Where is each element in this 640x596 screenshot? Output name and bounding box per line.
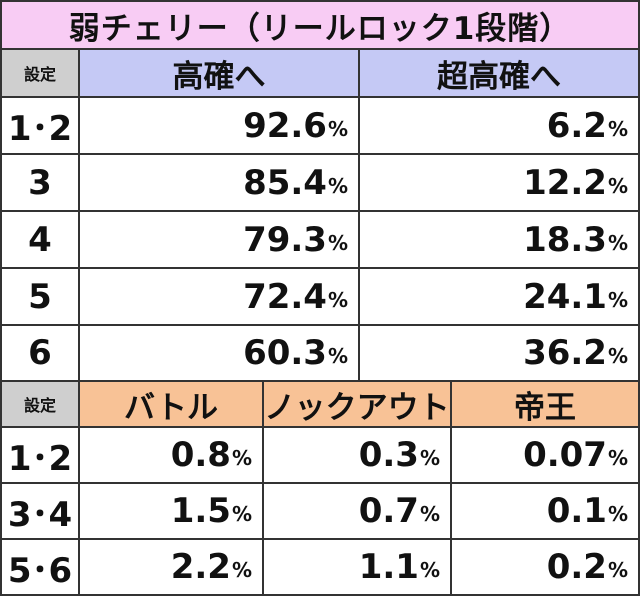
table2-cell: 0.1% <box>452 484 638 540</box>
table2-cell: 0.8% <box>80 428 264 484</box>
table1-cell: 12.2% <box>360 155 638 212</box>
sheet-title-text: 弱チェリー（リールロック1段階） <box>68 10 572 47</box>
sheet-title: 弱チェリー（リールロック1段階） <box>2 2 638 50</box>
table2-cell: 0.07% <box>452 428 638 484</box>
table2-header-teiou: 帝王 <box>452 382 638 428</box>
table2-setting-header: 設定 <box>2 382 80 428</box>
table2-row-label: 1･2 <box>2 428 80 484</box>
table2-cell: 2.2% <box>80 540 264 594</box>
table1-setting-header: 設定 <box>2 50 80 98</box>
table2-header-battle: バトル <box>80 382 264 428</box>
table1-row-label: 5 <box>2 269 80 326</box>
table2-cell: 0.3% <box>264 428 452 484</box>
table1-header-chokoukaku: 超高確へ <box>360 50 638 98</box>
table2-row-label: 5･6 <box>2 540 80 594</box>
table1-cell: 72.4% <box>80 269 360 326</box>
table2-cell: 0.2% <box>452 540 638 594</box>
table1-cell: 92.6% <box>80 98 360 155</box>
table1-cell: 60.3% <box>80 326 360 382</box>
table1-cell: 79.3% <box>80 212 360 269</box>
table2-header-knockout: ノックアウト <box>264 382 452 428</box>
table2-cell: 1.1% <box>264 540 452 594</box>
table1-cell: 6.2% <box>360 98 638 155</box>
table1-cell: 85.4% <box>80 155 360 212</box>
table2-cell: 1.5% <box>80 484 264 540</box>
table1-cell: 36.2% <box>360 326 638 382</box>
table1-row-label: 6 <box>2 326 80 382</box>
table1-header-koukaku: 高確へ <box>80 50 360 98</box>
table1-row-label: 1･2 <box>2 98 80 155</box>
table2-row-label: 3･4 <box>2 484 80 540</box>
table2-cell: 0.7% <box>264 484 452 540</box>
table1-row-label: 4 <box>2 212 80 269</box>
table1-row-label: 3 <box>2 155 80 212</box>
table1-cell: 24.1% <box>360 269 638 326</box>
table1-cell: 18.3% <box>360 212 638 269</box>
